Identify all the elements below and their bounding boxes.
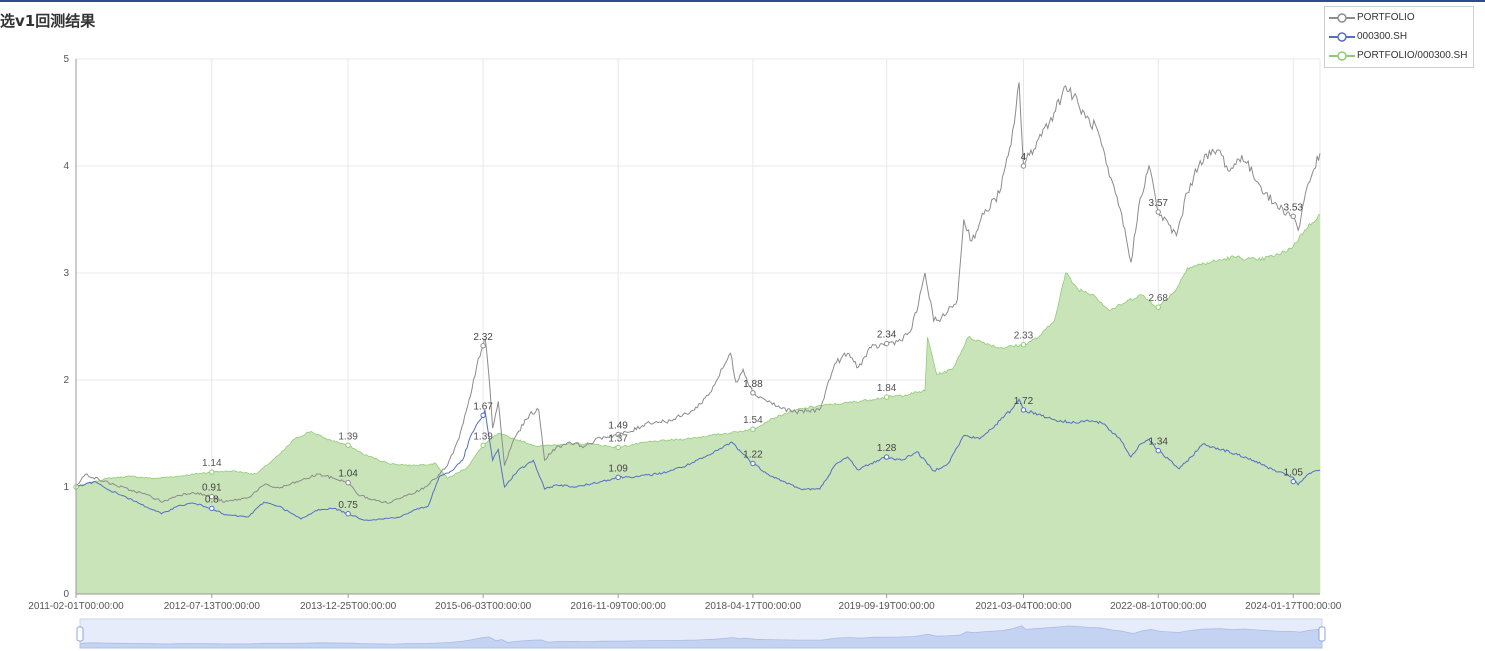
data-label: 0.91 <box>202 483 222 494</box>
data-label: 1.72 <box>1014 396 1034 407</box>
series-1 <box>75 398 1321 521</box>
data-point <box>1020 163 1027 169</box>
data-label: 1.04 <box>338 469 358 480</box>
top-border <box>0 0 1485 2</box>
data-label: 2.33 <box>1014 331 1034 342</box>
data-label: 1.49 <box>608 421 628 432</box>
data-point <box>883 454 890 460</box>
data-zoom-slider <box>76 618 1326 649</box>
data-point <box>615 431 621 438</box>
data-point <box>1020 341 1027 348</box>
x-tick-label: 2019-09-19T00:00:00 <box>839 601 936 612</box>
data-labels-0: 0.91 1.04 2.32 1.49 1.88 2.34 4 3.57 3.53 <box>202 152 1304 500</box>
area-fill <box>76 214 1320 594</box>
y-tick-label: 1 <box>63 482 69 493</box>
y-tick-label: 4 <box>63 161 69 172</box>
x-tick-label: 2021-03-04T00:00:00 <box>975 601 1072 612</box>
data-label: 1.14 <box>202 458 222 469</box>
series-line <box>75 213 1321 488</box>
data-label: 0.75 <box>338 500 358 511</box>
data-point <box>615 474 621 481</box>
legend-marker-icon <box>1329 32 1355 42</box>
legend-item-000300-sh[interactable]: 000300.SH <box>1325 28 1475 46</box>
series-line <box>75 82 1321 504</box>
data-label: 4 <box>1021 152 1027 163</box>
data-label: 1.39 <box>473 431 493 442</box>
data-label: 1.28 <box>877 443 897 454</box>
data-labels-2: 1.14 1.39 1.39 1.37 1.54 1.84 2.33 2.68 <box>202 293 1168 475</box>
data-label: 2.32 <box>473 332 493 343</box>
y-tick-label: 2 <box>63 375 69 386</box>
data-point <box>750 390 756 396</box>
data-label: 1.34 <box>1148 437 1168 448</box>
data-point <box>750 426 756 432</box>
data-label: 2.68 <box>1148 293 1168 304</box>
series-line <box>75 398 1321 521</box>
data-label: 1.05 <box>1284 468 1304 479</box>
data-label: 1.39 <box>338 431 358 442</box>
data-point <box>1155 209 1161 215</box>
x-tick-label: 2011-02-01T00:00:00 <box>28 601 124 612</box>
legend-label: PORTFOLIO/000300.SH <box>1357 50 1468 61</box>
data-point <box>615 444 621 451</box>
legend-item-portfolio[interactable]: PORTFOLIO <box>1325 9 1475 27</box>
data-label: 1.54 <box>743 415 763 426</box>
data-point <box>1290 213 1296 219</box>
data-label: 1.84 <box>877 383 897 394</box>
x-tick-label: 2018-04-17T00:00:00 <box>705 601 802 612</box>
data-point <box>1155 304 1161 310</box>
series-0 <box>75 82 1321 504</box>
data-point <box>480 412 486 419</box>
data-label: 1.22 <box>743 449 763 460</box>
data-point <box>1290 478 1296 485</box>
legend-item-portfolio-over-index[interactable]: PORTFOLIO/000300.SH <box>1325 47 1475 65</box>
chart-legend: PORTFOLIO 000300.SH PORTFOLIO/000300.SH <box>1324 6 1474 68</box>
data-label: 1.37 <box>608 433 628 444</box>
chart-title: 选v1回测结果 <box>0 12 96 30</box>
x-tick-label: 2013-12-25T00:00:00 <box>300 601 397 612</box>
legend-marker-icon <box>1329 13 1355 23</box>
data-point <box>1155 447 1161 454</box>
data-point <box>209 493 215 500</box>
legend-label: PORTFOLIO <box>1357 12 1415 23</box>
zoom-handle[interactable] <box>1318 626 1326 642</box>
x-tick-label: 2022-08-10T00:00:00 <box>1110 601 1207 612</box>
x-tick-label: 2024-01-17T00:00:00 <box>1245 601 1342 612</box>
y-tick-label: 3 <box>63 268 69 279</box>
y-tick-label: 5 <box>63 54 69 65</box>
data-point <box>209 505 215 512</box>
data-point <box>883 340 890 347</box>
data-label: 2.34 <box>877 330 897 341</box>
data-point <box>883 394 890 400</box>
y-tick-label: 0 <box>63 589 69 600</box>
data-label: 1.67 <box>473 401 493 412</box>
x-tick-label: 2016-11-09T00:00:00 <box>570 601 666 612</box>
legend-marker-icon <box>1329 51 1355 61</box>
data-point <box>480 343 486 349</box>
data-point <box>209 469 215 475</box>
zoom-handle[interactable] <box>76 626 84 642</box>
data-labels-1: 0.8 0.75 1.67 1.09 1.22 1.28 1.72 1.34 1.05 <box>205 396 1304 517</box>
series-2 <box>75 213 1321 594</box>
x-tick-label: 2015-06-03T00:00:00 <box>435 601 532 612</box>
data-point <box>345 442 351 448</box>
data-label: 3.53 <box>1284 202 1304 213</box>
data-label: 1.09 <box>608 463 628 474</box>
data-label: 3.57 <box>1148 198 1168 209</box>
zoom-preview <box>79 625 1323 649</box>
legend-label: 000300.SH <box>1357 31 1408 42</box>
data-label: 0.8 <box>205 494 219 505</box>
data-point <box>1020 407 1027 413</box>
data-point <box>345 480 351 486</box>
data-point <box>345 511 351 517</box>
data-point <box>750 460 756 467</box>
data-point <box>480 442 486 448</box>
data-label: 1.88 <box>743 379 763 390</box>
x-tick-label: 2012-07-13T00:00:00 <box>164 601 261 612</box>
